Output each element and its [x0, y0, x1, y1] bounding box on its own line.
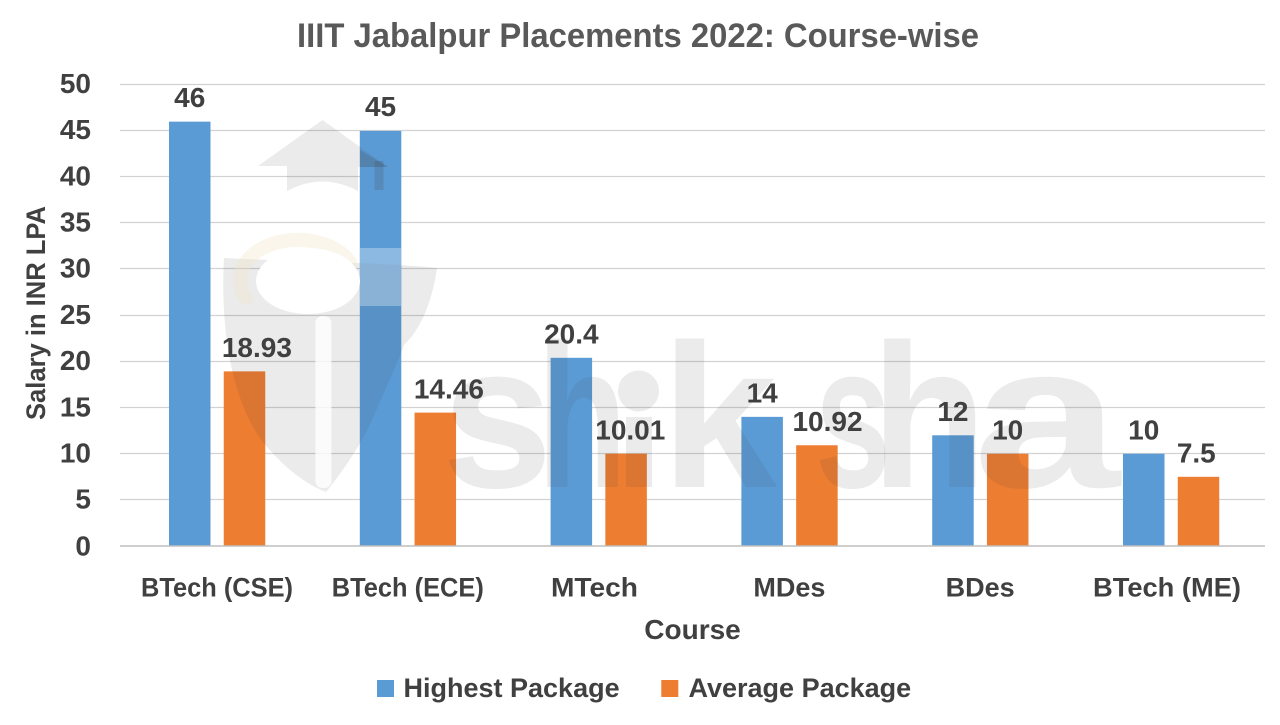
svg-text:0: 0	[75, 530, 91, 561]
svg-text:a: a	[973, 302, 1123, 531]
svg-text:25: 25	[60, 299, 91, 330]
svg-text:s: s	[815, 302, 891, 531]
svg-text:45: 45	[60, 114, 91, 145]
svg-text:14: 14	[747, 378, 779, 409]
svg-text:50: 50	[60, 68, 91, 99]
svg-text:h: h	[537, 302, 627, 531]
svg-text:20.4: 20.4	[544, 318, 599, 349]
svg-text:14.46: 14.46	[414, 374, 484, 405]
svg-text:IIIT Jabalpur Placements 2022:: IIIT Jabalpur Placements 2022: Course-wi…	[297, 17, 979, 55]
svg-text:Course: Course	[644, 614, 740, 645]
svg-text:10.92: 10.92	[792, 406, 862, 437]
svg-text:MTech: MTech	[551, 573, 638, 603]
svg-text:18.93: 18.93	[222, 332, 292, 363]
svg-text:k: k	[661, 302, 778, 531]
svg-text:h: h	[871, 302, 987, 531]
svg-text:15: 15	[60, 391, 91, 422]
svg-text:MDes: MDes	[753, 573, 825, 603]
svg-text:5: 5	[75, 484, 91, 515]
svg-text:10: 10	[992, 414, 1023, 445]
svg-text:Salary in INR LPA: Salary in INR LPA	[21, 206, 51, 420]
svg-text:BDes: BDes	[946, 573, 1015, 603]
svg-text:10: 10	[60, 437, 91, 468]
svg-text:35: 35	[60, 207, 91, 238]
svg-text:7.5: 7.5	[1177, 437, 1216, 468]
svg-text:20: 20	[60, 345, 91, 376]
svg-text:46: 46	[174, 82, 205, 113]
svg-text:40: 40	[60, 160, 91, 191]
svg-text:BTech (ME): BTech (ME)	[1093, 573, 1241, 603]
svg-text:Average Package: Average Package	[689, 673, 912, 703]
svg-text:45: 45	[365, 91, 396, 122]
svg-text:10: 10	[1128, 414, 1159, 445]
svg-text:10.01: 10.01	[595, 415, 665, 446]
svg-text:30: 30	[60, 253, 91, 284]
svg-text:s: s	[442, 302, 553, 531]
svg-text:12: 12	[937, 396, 968, 427]
svg-text:Highest Package: Highest Package	[404, 673, 620, 703]
svg-text:BTech (CSE): BTech (CSE)	[141, 573, 293, 603]
svg-text:BTech (ECE): BTech (ECE)	[332, 573, 484, 603]
